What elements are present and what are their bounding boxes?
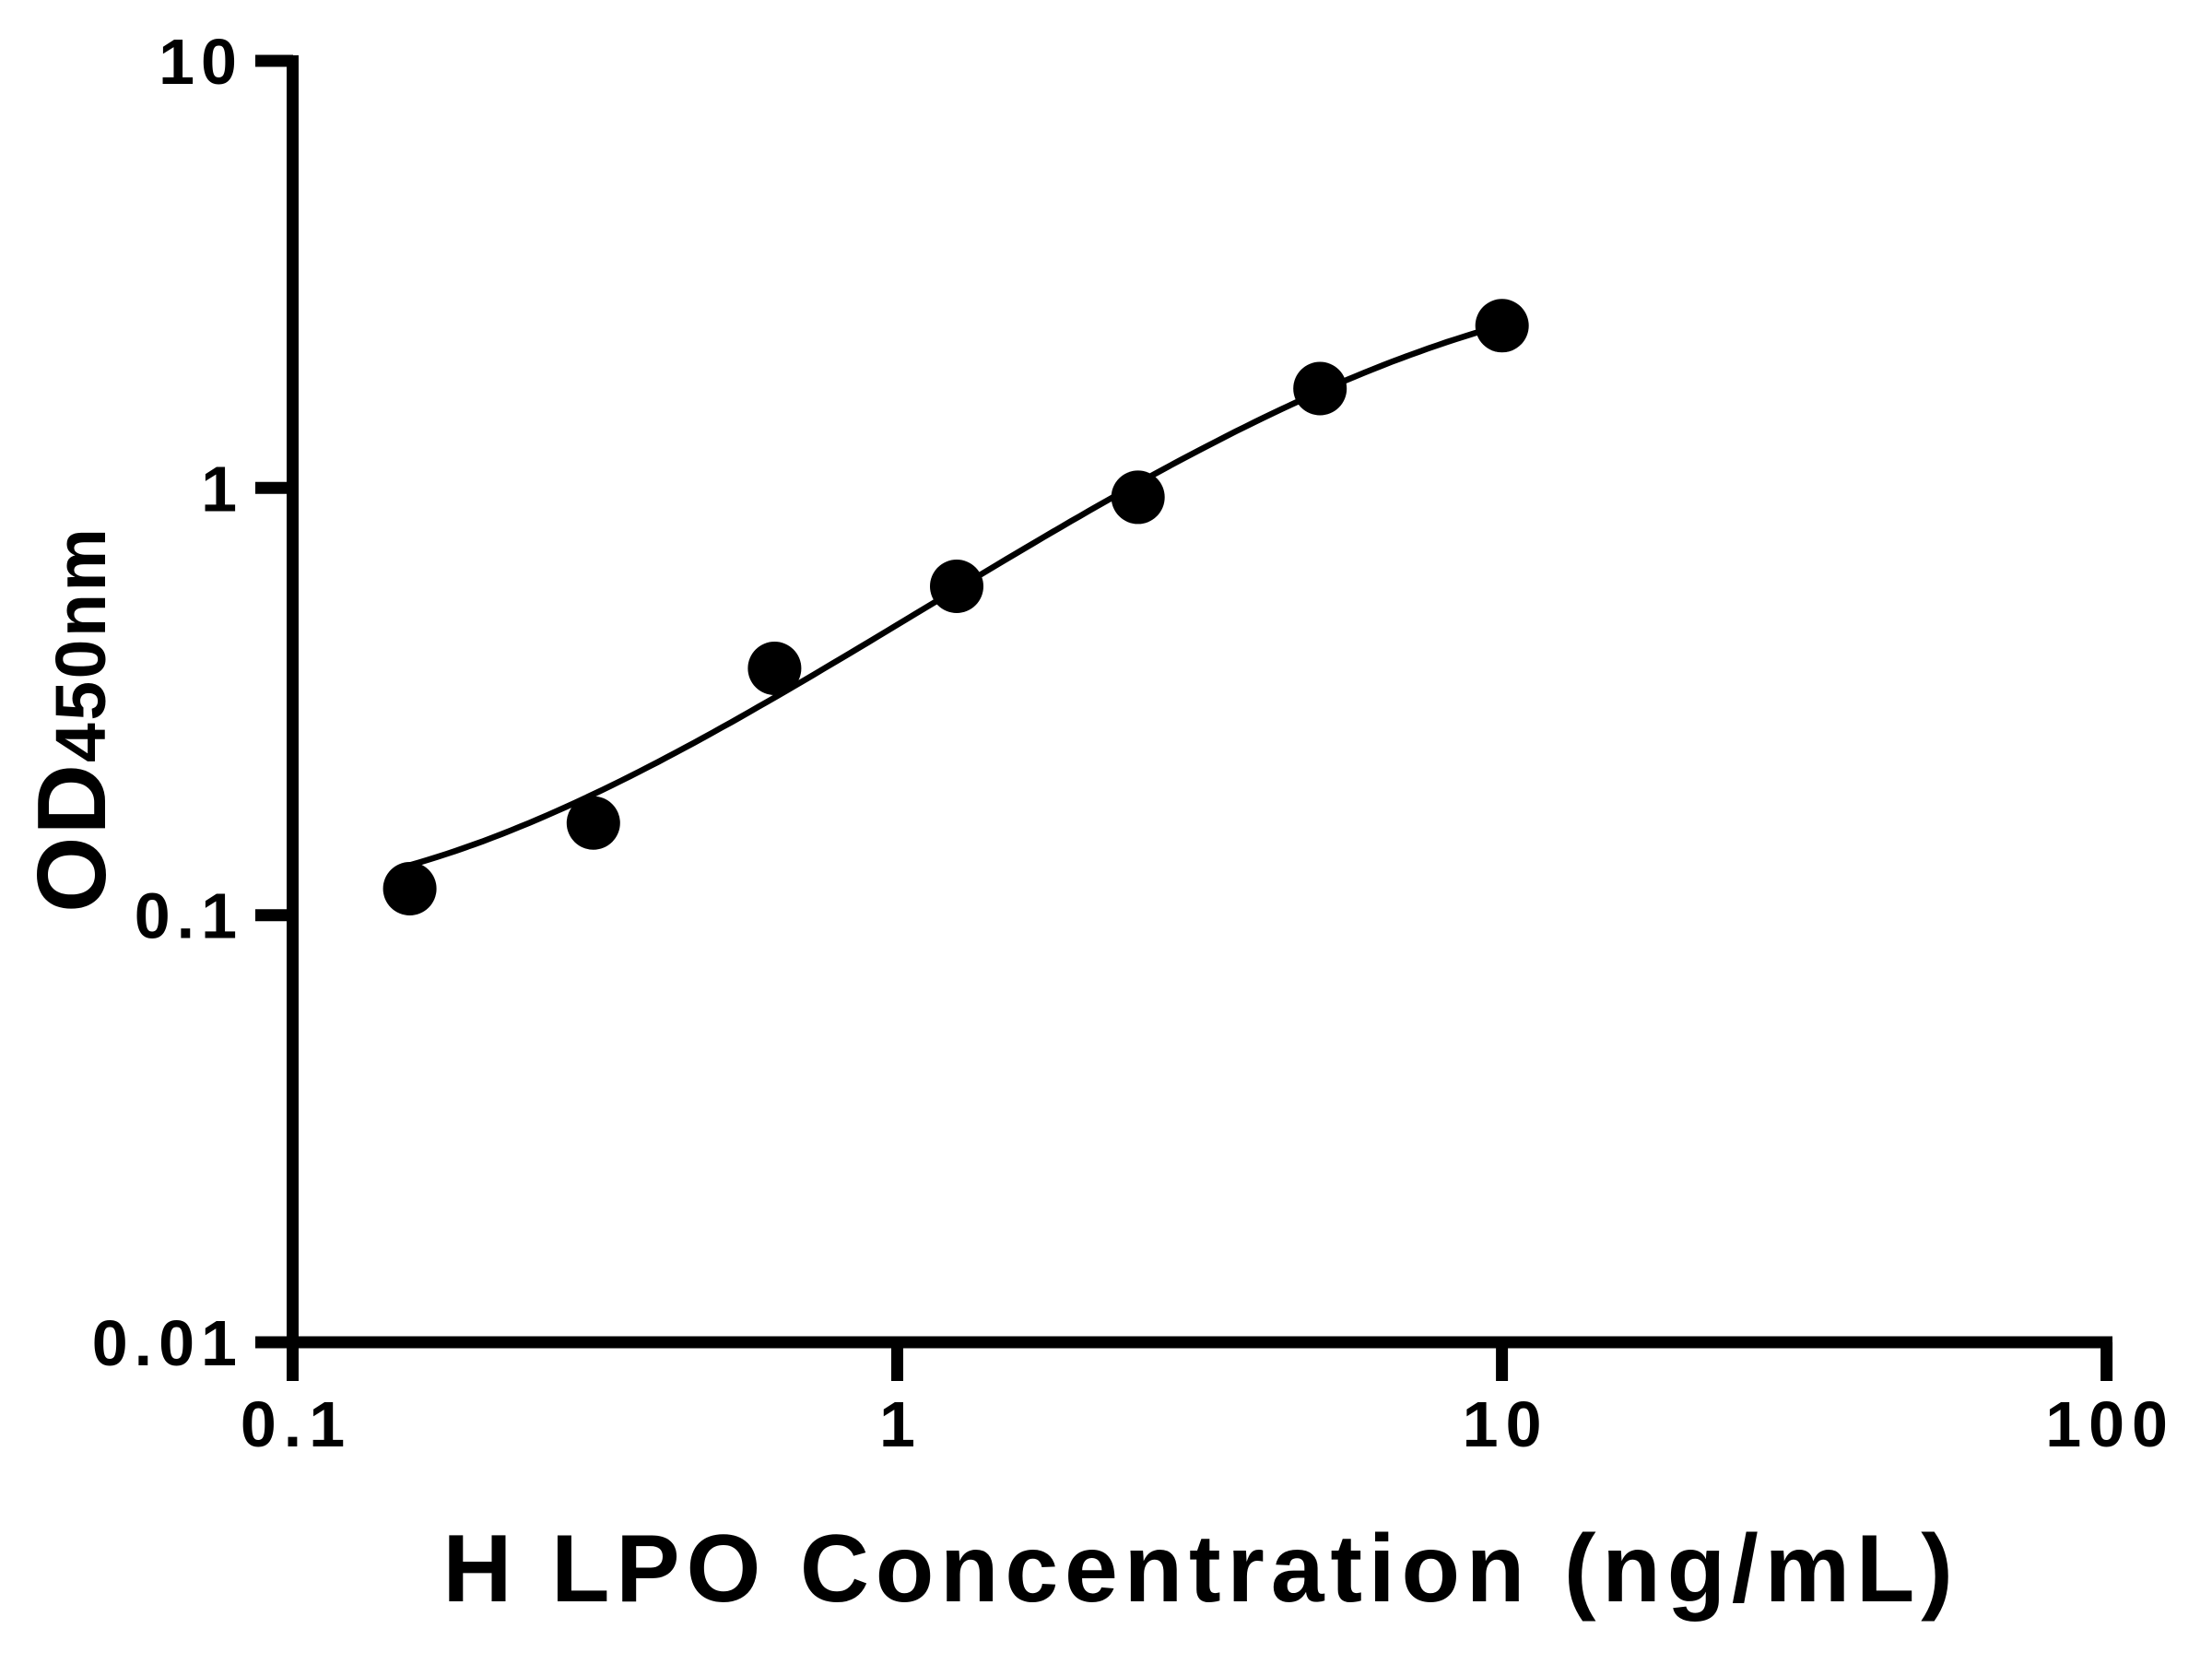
svg-text:10: 10	[1463, 1388, 1549, 1460]
svg-text:H LPO Concentration (ng/mL): H LPO Concentration (ng/mL)	[442, 1516, 1959, 1623]
svg-text:10: 10	[159, 26, 243, 98]
svg-text:1: 1	[879, 1388, 923, 1460]
svg-text:0.1: 0.1	[241, 1388, 352, 1460]
svg-text:100: 100	[2045, 1388, 2175, 1460]
svg-text:0.1: 0.1	[135, 880, 243, 952]
svg-text:1: 1	[201, 453, 243, 525]
svg-text:0.01: 0.01	[92, 1307, 243, 1379]
